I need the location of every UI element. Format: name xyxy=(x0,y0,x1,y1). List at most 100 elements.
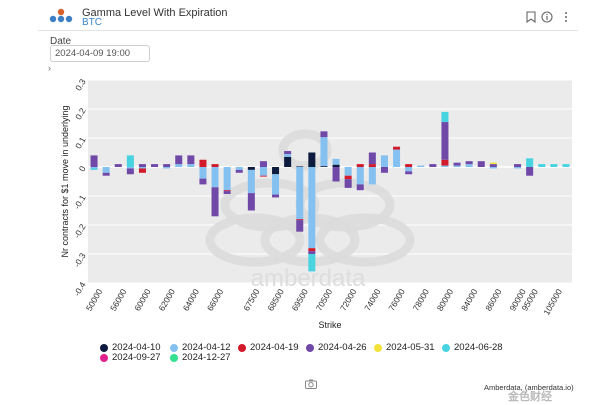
bar-segment xyxy=(550,164,558,167)
bar-segment xyxy=(211,164,219,167)
bar-segment xyxy=(368,152,376,165)
bar-segment xyxy=(320,166,328,167)
bar-segment xyxy=(126,167,134,169)
bar-segment xyxy=(235,169,243,173)
legend-label: 2024-04-12 xyxy=(182,342,231,353)
bar-segment xyxy=(90,168,98,170)
bar-segment xyxy=(284,156,292,167)
y-tick-label: -0.4 xyxy=(72,280,88,298)
watermark-ring xyxy=(205,213,305,267)
more-vertical-icon[interactable] xyxy=(560,11,572,23)
bar-segment xyxy=(308,248,316,252)
bar-segment xyxy=(296,219,304,221)
bar-segment xyxy=(344,179,352,188)
bar-segment xyxy=(489,164,497,167)
bar-segment xyxy=(514,164,522,167)
chevron-right-icon[interactable]: › xyxy=(48,63,51,73)
widget-title: Gamma Level With Expiration xyxy=(82,7,228,19)
bar-segment xyxy=(138,168,146,173)
bar-segment xyxy=(90,167,98,169)
bar-segment xyxy=(235,167,243,170)
x-axis-title: Strike xyxy=(318,320,341,330)
bar-segment xyxy=(138,167,146,169)
bar-segment xyxy=(441,165,449,167)
bar-segment xyxy=(223,190,231,192)
x-tick-label: 64000 xyxy=(181,287,202,313)
legend-swatch xyxy=(238,344,246,352)
date-label: Date xyxy=(50,36,72,47)
legend-label: 2024-05-31 xyxy=(386,342,435,353)
x-tick-label: 86000 xyxy=(483,287,504,313)
bar-segment xyxy=(332,164,340,167)
watermark-ring xyxy=(315,213,415,267)
widget-header: Gamma Level With Expiration BTC xyxy=(38,3,578,29)
bar-segment xyxy=(368,167,376,185)
bar-segment xyxy=(405,167,413,172)
bar-segment xyxy=(175,164,183,167)
bar-segment xyxy=(151,164,159,167)
bar-segment xyxy=(393,149,401,167)
bar-segment xyxy=(223,167,231,191)
bar-segment xyxy=(380,167,388,173)
bar-segment xyxy=(272,167,280,175)
date-input[interactable] xyxy=(50,45,150,62)
bar-segment xyxy=(223,191,231,194)
x-tick-label: 80000 xyxy=(435,287,456,313)
bar-segment xyxy=(320,137,328,167)
bar-segment xyxy=(259,161,267,167)
camera-icon[interactable] xyxy=(305,379,317,392)
bar-segment xyxy=(538,164,546,167)
bar-segment xyxy=(296,166,304,168)
bar-segment xyxy=(272,174,280,195)
bar-segment xyxy=(247,169,255,194)
bar-segment xyxy=(514,167,522,169)
bar-segment xyxy=(308,152,316,167)
bar-segment xyxy=(332,158,340,165)
legend-label: 2024-12-27 xyxy=(182,352,231,363)
bar-segment xyxy=(356,184,364,191)
watermark-brand-text: amberdata xyxy=(251,265,366,292)
bar-segment xyxy=(344,167,352,176)
bar-segment xyxy=(163,167,171,169)
bar-segment xyxy=(562,164,570,167)
legend-label: 2024-06-28 xyxy=(454,342,503,353)
bar-segment xyxy=(90,155,98,167)
bar-segment xyxy=(114,164,122,167)
x-tick-label: 67500 xyxy=(241,287,262,313)
legend-swatch xyxy=(306,344,314,352)
jinse-watermark-badge: 金色财经 xyxy=(508,391,552,403)
bar-segment xyxy=(126,168,134,175)
bar-segment xyxy=(187,155,195,165)
x-tick-label: 105000 xyxy=(541,287,564,317)
x-tick-label: 78000 xyxy=(411,287,432,313)
bar-segment xyxy=(453,165,461,167)
bar-segment xyxy=(405,171,413,175)
bar-segment xyxy=(102,167,110,173)
bar-segment xyxy=(247,193,255,211)
bar-segment xyxy=(356,167,364,185)
bar-segment xyxy=(272,194,280,198)
chart-credit: Amberdata, (amberdata.io) xyxy=(484,383,574,392)
legend-swatch xyxy=(374,344,382,352)
bar-segment xyxy=(102,172,110,176)
bar-segment xyxy=(368,164,376,167)
y-tick-label: 0.2 xyxy=(73,106,88,121)
y-tick-label: 0 xyxy=(77,164,88,173)
bar-segment xyxy=(199,159,207,167)
y-tick-label: 0.3 xyxy=(73,77,88,92)
bar-segment xyxy=(247,167,255,170)
bar-segment xyxy=(380,155,388,167)
legend-swatch xyxy=(100,344,108,352)
bar-segment xyxy=(187,164,195,167)
info-icon[interactable] xyxy=(541,11,553,23)
y-tick-label: -0.1 xyxy=(72,193,88,211)
bar-segment xyxy=(453,162,461,166)
bar-segment xyxy=(211,167,219,188)
bar-segment xyxy=(405,164,413,167)
x-tick-label: 60000 xyxy=(132,287,153,313)
y-tick-label: -0.3 xyxy=(72,251,88,269)
bar-segment xyxy=(356,164,364,167)
bookmark-icon[interactable] xyxy=(525,11,537,24)
widget-subtitle: BTC xyxy=(82,17,102,28)
